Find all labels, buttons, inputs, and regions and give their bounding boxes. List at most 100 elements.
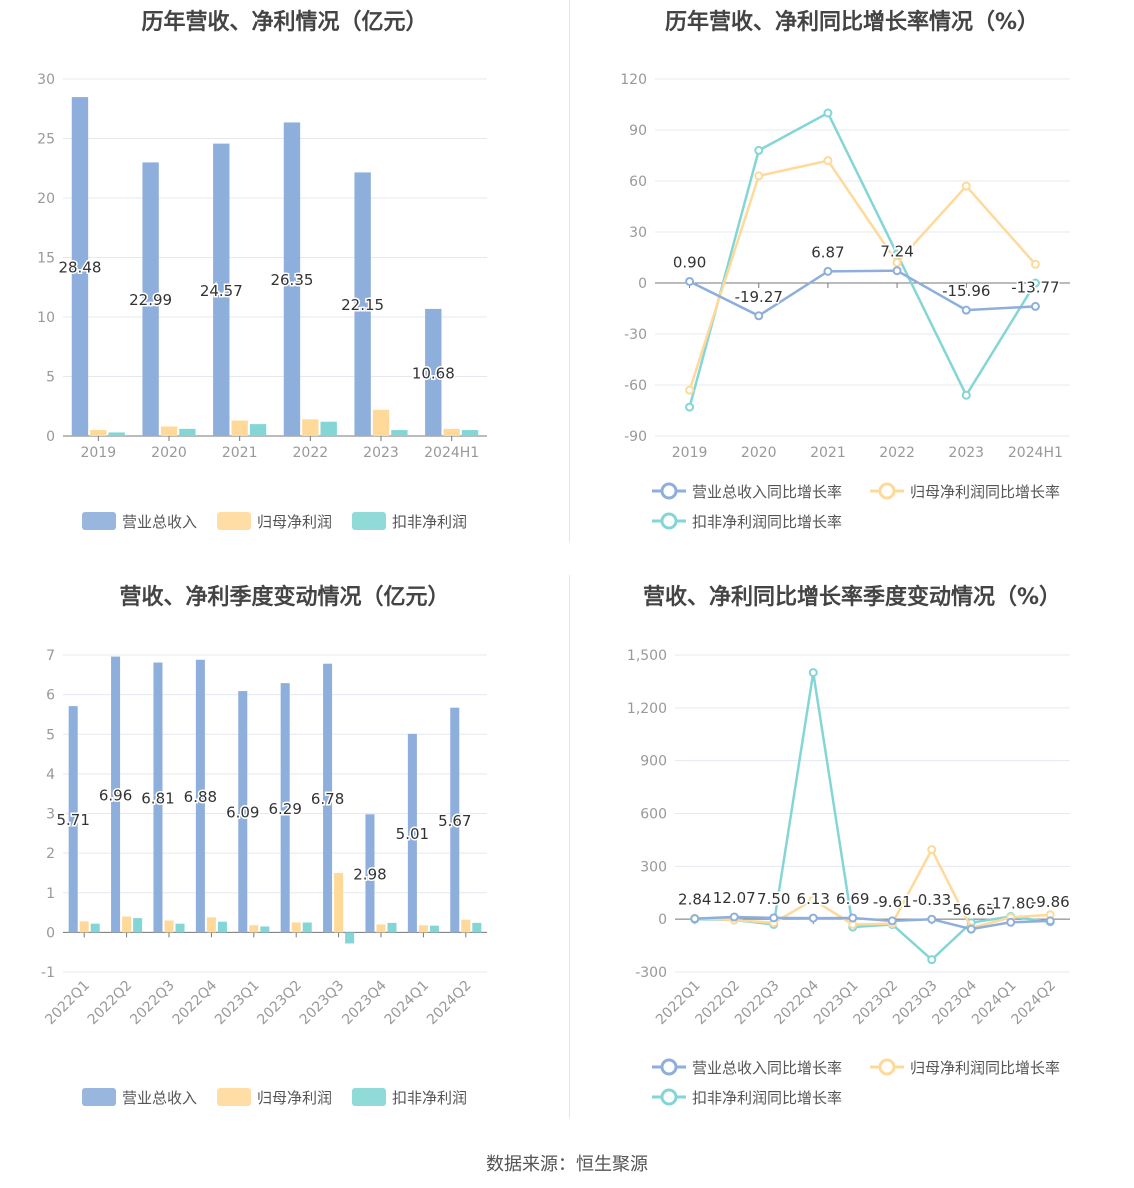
data-point	[927, 914, 937, 924]
legend-label: 扣非净利润同比增长率	[692, 513, 842, 531]
x-tick-label: 2023Q1	[212, 978, 263, 1029]
y-tick-label: 1,500	[627, 648, 667, 664]
x-tick-label: 2023	[948, 445, 984, 461]
data-label: -13.77	[1011, 278, 1059, 296]
legend-label: 营业总收入	[122, 513, 197, 531]
y-tick-label: -300	[635, 965, 667, 981]
data-point	[769, 913, 779, 923]
y-tick-label: 300	[640, 859, 667, 875]
data-point	[823, 266, 833, 276]
x-tick-label: 2020	[741, 445, 777, 461]
y-tick-label: 600	[640, 807, 667, 823]
bar-2019-1	[90, 430, 107, 436]
data-source-note: 数据来源：恒生聚源	[486, 1154, 648, 1175]
x-tick-label: 2023Q3	[297, 978, 348, 1029]
data-label: -17.80	[987, 894, 1035, 912]
bar-2022Q2-1	[122, 916, 132, 933]
y-tick-label: 15	[37, 251, 55, 267]
bar-2020-2	[179, 428, 196, 436]
data-point	[685, 276, 695, 286]
data-label: 0.90	[673, 253, 706, 271]
x-tick-label: 2020	[151, 445, 187, 461]
data-label: 7.50	[757, 890, 790, 908]
bar-2024H1-2	[461, 430, 479, 436]
bar-2023Q3-2	[345, 932, 355, 944]
series-line-1	[694, 846, 1051, 930]
y-tick-label: 0	[46, 429, 55, 445]
y-tick-label: 5	[46, 370, 55, 386]
x-tick-label: 2021	[810, 445, 846, 461]
legend-marker	[660, 512, 678, 530]
bar-2022-1	[302, 419, 319, 436]
x-tick-label: 2022Q3	[127, 978, 178, 1029]
data-label: -0.33	[912, 891, 951, 909]
y-tick-label: -60	[624, 378, 647, 394]
y-tick-label: 4	[46, 767, 55, 783]
data-label: 5.71	[56, 811, 89, 829]
legend-swatch	[352, 512, 386, 530]
series-line-0	[689, 269, 1036, 318]
bar-2021-2	[249, 424, 267, 436]
bar-2024Q2-1	[461, 919, 471, 933]
data-point	[892, 266, 902, 276]
annual-revenue-profit-chart: 历年营收、净利情况（亿元） 0 5 10 15 20 25 30 2019 2020 2021 20…	[0, 0, 569, 545]
data-point	[961, 390, 971, 400]
bar-2022Q3-0	[153, 662, 163, 933]
bar-2023Q1-2	[260, 926, 270, 933]
y-tick-label: 20	[37, 191, 55, 207]
legend-swatch	[217, 512, 251, 530]
bar-2024Q1-2	[429, 925, 439, 933]
bar-2022-0	[283, 122, 301, 436]
data-point	[685, 402, 695, 412]
bar-2022Q2-0	[111, 656, 121, 933]
data-point	[892, 258, 902, 268]
bar-2023-2	[391, 430, 408, 436]
data-label: 12.07	[713, 889, 756, 907]
bar-2023Q3-1	[334, 872, 344, 933]
data-point	[927, 845, 937, 855]
legend-marker	[878, 482, 896, 500]
bar-2024H1-0	[425, 308, 442, 436]
bar-2022Q4-1	[206, 917, 216, 933]
bar-2022Q2-2	[133, 918, 143, 933]
chart-svg: -30003006009001,2001,5002022Q12022Q22022…	[627, 648, 1071, 1107]
bar-2023-1	[372, 409, 390, 436]
bar-2023Q4-1	[376, 924, 386, 933]
annual-growth-rate-chart: 历年营收、净利同比增长率情况（%） -90 -60 -30 0 30 60 90 120 201…	[570, 0, 1134, 545]
legend-marker	[660, 1058, 678, 1076]
x-tick-label: 2022	[879, 445, 915, 461]
data-label: 2.98	[353, 865, 386, 883]
bar-2023Q3-0	[323, 663, 333, 933]
data-point	[808, 895, 818, 905]
data-point	[1030, 301, 1040, 311]
y-tick-label: 10	[37, 310, 55, 326]
x-tick-label: 2023Q2	[254, 978, 305, 1029]
legend-label: 归母净利润同比增长率	[910, 483, 1060, 501]
y-tick-label: 1	[46, 886, 55, 902]
data-label: 6.69	[836, 890, 869, 908]
data-point	[823, 156, 833, 166]
bar-2023Q1-0	[238, 691, 248, 933]
data-point	[1006, 917, 1016, 927]
series-line-0	[694, 915, 1051, 931]
chart-svg: -90 -60 -30 0 30 60 90 120 2019 2020 2021 2022 2023 2…	[620, 72, 1070, 531]
quarterly-growth-rate-chart: 营收、净利同比增长率季度变动情况（%） -300 0 300 600 900 1,200 1…	[570, 575, 1134, 1135]
bar-2024Q2-0	[450, 707, 460, 933]
x-tick-label: 2019	[672, 445, 708, 461]
data-point	[961, 305, 971, 315]
x-tick-label: 2022Q2	[85, 978, 136, 1029]
data-label: 2.84	[678, 891, 711, 909]
legend-label: 扣非净利润同比增长率	[692, 1089, 842, 1107]
data-label: 22.15	[341, 296, 384, 314]
bar-2022Q1-2	[90, 923, 100, 933]
chart-svg: -1 0 1 2 3 4 5 6 7 2022Q12022Q22022Q32022Q42023Q1…	[41, 648, 487, 1107]
data-point	[729, 912, 739, 922]
legend-label: 归母净利润	[257, 1089, 332, 1107]
chart-title: 营收、净利同比增长率季度变动情况（%）	[642, 585, 1062, 610]
bar-2023Q1-1	[249, 925, 259, 933]
chart-svg: 0 5 10 15 20 25 30 2019 2020 2021 2022 2023 2024H1 28…	[37, 72, 487, 531]
y-tick-label: 120	[620, 72, 647, 88]
y-tick-label: 25	[37, 132, 55, 148]
bar-2024Q1-1	[418, 925, 428, 933]
data-label: -56.65	[947, 901, 995, 919]
